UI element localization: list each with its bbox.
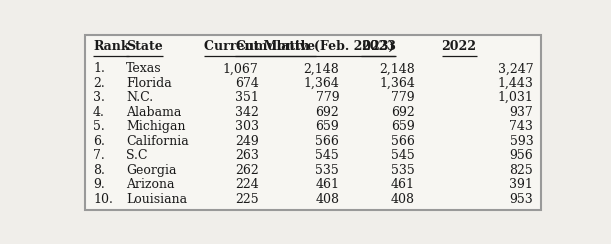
Text: 692: 692 [315, 106, 339, 119]
Text: Cumulative: Cumulative [235, 40, 315, 53]
Text: 674: 674 [235, 77, 258, 90]
Text: 1,031: 1,031 [497, 91, 533, 104]
Text: 9.: 9. [93, 178, 104, 191]
Text: 7.: 7. [93, 149, 104, 162]
FancyBboxPatch shape [85, 35, 541, 210]
Text: 825: 825 [510, 163, 533, 177]
Text: California: California [126, 135, 189, 148]
Text: 535: 535 [391, 163, 415, 177]
Text: 779: 779 [315, 91, 339, 104]
Text: 2022: 2022 [442, 40, 477, 53]
Text: 566: 566 [315, 135, 339, 148]
Text: 1,364: 1,364 [379, 77, 415, 90]
Text: 249: 249 [235, 135, 258, 148]
Text: 461: 461 [391, 178, 415, 191]
Text: 5.: 5. [93, 120, 104, 133]
Text: 545: 545 [315, 149, 339, 162]
Text: 2022: 2022 [442, 40, 477, 53]
Text: Georgia: Georgia [126, 163, 177, 177]
Text: 262: 262 [235, 163, 258, 177]
Text: 779: 779 [391, 91, 415, 104]
Text: 2.: 2. [93, 77, 104, 90]
Text: 225: 225 [235, 193, 258, 205]
Text: 953: 953 [510, 193, 533, 205]
Text: 4.: 4. [93, 106, 105, 119]
Text: 263: 263 [235, 149, 258, 162]
Text: 2023: 2023 [361, 40, 396, 53]
Text: 1.: 1. [93, 62, 105, 75]
Text: 10.: 10. [93, 193, 113, 205]
Text: 659: 659 [391, 120, 415, 133]
Text: 1,364: 1,364 [303, 77, 339, 90]
Text: S.C: S.C [126, 149, 148, 162]
Text: 461: 461 [315, 178, 339, 191]
Text: 535: 535 [315, 163, 339, 177]
Text: 545: 545 [391, 149, 415, 162]
Text: 1,067: 1,067 [223, 62, 258, 75]
Text: State: State [126, 40, 163, 53]
Text: Rank: Rank [93, 40, 130, 53]
Text: 2,148: 2,148 [379, 62, 415, 75]
Text: N.C.: N.C. [126, 91, 153, 104]
Text: Cumulative: Cumulative [235, 40, 315, 53]
Text: 8.: 8. [93, 163, 105, 177]
Text: Alabama: Alabama [126, 106, 181, 119]
Text: Florida: Florida [126, 77, 172, 90]
Text: 351: 351 [235, 91, 258, 104]
Text: 408: 408 [391, 193, 415, 205]
Text: Current Month (Feb. 2023): Current Month (Feb. 2023) [204, 40, 395, 53]
Text: 408: 408 [315, 193, 339, 205]
Text: Louisiana: Louisiana [126, 193, 187, 205]
Text: 6.: 6. [93, 135, 105, 148]
Text: Michigan: Michigan [126, 120, 186, 133]
Text: 1,443: 1,443 [497, 77, 533, 90]
Text: Texas: Texas [126, 62, 162, 75]
Text: 2023: 2023 [361, 40, 396, 53]
Text: Arizona: Arizona [126, 178, 175, 191]
Text: Current Month (Feb. 2023): Current Month (Feb. 2023) [204, 40, 395, 53]
Text: 3,247: 3,247 [498, 62, 533, 75]
Text: 593: 593 [510, 135, 533, 148]
Text: 659: 659 [315, 120, 339, 133]
Text: 224: 224 [235, 178, 258, 191]
Text: 3.: 3. [93, 91, 105, 104]
Text: Rank: Rank [93, 40, 130, 53]
Text: 956: 956 [510, 149, 533, 162]
Text: 303: 303 [235, 120, 258, 133]
Text: 743: 743 [510, 120, 533, 133]
Text: 342: 342 [235, 106, 258, 119]
Text: 2,148: 2,148 [304, 62, 339, 75]
Text: 391: 391 [510, 178, 533, 191]
Text: 937: 937 [510, 106, 533, 119]
Text: 692: 692 [391, 106, 415, 119]
Text: State: State [126, 40, 163, 53]
Text: 566: 566 [391, 135, 415, 148]
